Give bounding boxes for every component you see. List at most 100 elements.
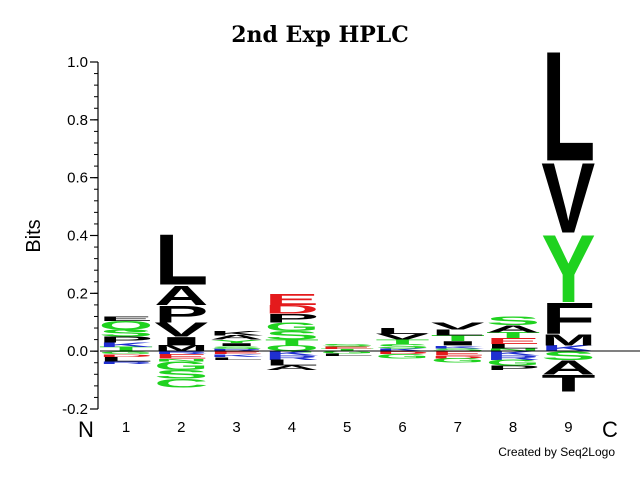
credit-text: Created by Seq2Logo — [498, 445, 615, 459]
logo-letter-k: K — [210, 330, 264, 337]
position-label: 2 — [177, 419, 185, 436]
logo-letter-i: I — [154, 335, 208, 348]
logo-letter-s: S — [209, 345, 263, 349]
position-label: 9 — [564, 419, 572, 436]
logo-letter-l: L — [265, 358, 319, 367]
logo-letter-d: D — [431, 355, 485, 359]
logo-letter-a: A — [486, 324, 540, 335]
logo-letter-t: T — [265, 338, 319, 347]
logo-letter-s: S — [154, 368, 208, 381]
logo-letter-l: L — [431, 328, 485, 337]
logo-letter-g: G — [375, 353, 429, 360]
logo-letter-s: S — [320, 343, 374, 347]
logo-letter-n: N — [154, 358, 208, 362]
y-axis: 1.0 0.8 0.6 0.4 0.2 0.0 -0.2 — [62, 54, 99, 418]
logo-letter-e: E — [209, 350, 263, 354]
logo-letter-r: R — [99, 361, 153, 365]
logo-letter-v: V — [375, 332, 429, 341]
logo-letter-r: R — [210, 348, 264, 352]
logo-letter-k: K — [99, 342, 153, 349]
logo-letter-r: R — [486, 355, 540, 362]
logo-stacks: TKPSQEGDLRMIVPALRENGSCRSIYAKEKLQTSGPDEKR… — [99, 19, 596, 397]
logo-letter-k: K — [431, 345, 485, 349]
logo-letter-n: N — [486, 348, 540, 352]
logo-letter-s: S — [486, 314, 540, 327]
logo-letter-a: A — [265, 365, 319, 372]
logo-letter-l: L — [154, 220, 208, 300]
logo-letter-e: E — [486, 337, 540, 346]
position-label: 5 — [343, 419, 351, 436]
logo-letter-e: E — [431, 350, 485, 357]
logo-letter-k: K — [486, 350, 540, 357]
logo-letter-v: V — [154, 319, 208, 341]
logo-letter-k: K — [375, 348, 429, 352]
logo-letter-c: C — [154, 377, 208, 390]
logo-letter-l: L — [486, 343, 540, 350]
logo-letter-a: A — [210, 334, 264, 341]
position-label: 3 — [232, 419, 240, 436]
position-label: 1 — [122, 419, 130, 436]
y-tick-label: 0.0 — [67, 343, 88, 360]
position-labels: 1 2 3 4 5 6 7 8 9 — [122, 419, 573, 436]
position-label: 8 — [509, 419, 517, 436]
y-tick-label: 0.8 — [67, 112, 88, 129]
logo-letter-e: E — [154, 353, 208, 360]
logo-letter-f: F — [541, 294, 595, 343]
logo-letter-i: I — [431, 340, 485, 347]
logo-letter-d: D — [265, 303, 319, 316]
logo-letter-p: P — [265, 311, 319, 324]
logo-letter-d: D — [99, 353, 153, 357]
logo-letter-p: P — [154, 301, 208, 328]
logo-letter-g: G — [99, 350, 153, 354]
logo-letter-p: P — [99, 335, 153, 344]
logo-letter-k: K — [210, 353, 264, 357]
logo-letter-k: K — [265, 350, 319, 357]
logo-letter-d: D — [375, 351, 429, 355]
logo-letter-t: T — [486, 331, 540, 340]
logo-letter-r: R — [265, 355, 319, 362]
logo-letter-t: T — [541, 370, 595, 397]
logo-letter-t: T — [431, 334, 485, 343]
logo-letter-l: L — [320, 353, 374, 357]
logo-letter-e: E — [320, 346, 374, 350]
logo-letter-r: R — [154, 351, 208, 355]
logo-letter-a: A — [154, 280, 208, 311]
logo-letter-l: L — [541, 19, 595, 194]
logo-letter-y: Y — [541, 214, 595, 322]
position-label: 4 — [288, 419, 296, 436]
logo-letter-t: T — [99, 346, 153, 353]
logo-letter-s: S — [541, 349, 595, 362]
y-tick-label: 0.4 — [67, 228, 88, 245]
logo-letter-e: E — [265, 291, 319, 309]
logo-letter-t: T — [375, 339, 429, 346]
chart-title: 2nd Exp HPLC — [231, 22, 409, 48]
logo-letter-m: M — [154, 344, 208, 353]
y-tick-label: 1.0 — [67, 54, 88, 71]
logo-letter-l: L — [375, 327, 429, 336]
logo-letter-g: G — [154, 359, 208, 372]
logo-letter-e: E — [99, 315, 153, 322]
y-axis-label: Bits — [23, 219, 45, 252]
y-tick-label: 0.6 — [67, 170, 88, 187]
logo-letter-v: V — [541, 142, 595, 254]
position-label: 6 — [398, 419, 406, 436]
logo-letter-l: L — [99, 356, 153, 363]
logo-letter-g: G — [431, 357, 485, 364]
logo-letter-l: L — [210, 356, 264, 360]
logo-letter-s: S — [265, 329, 319, 342]
n-terminus-label: N — [78, 417, 94, 442]
logo-letter-m: M — [541, 331, 595, 349]
logo-letter-g: G — [486, 358, 540, 367]
c-terminus-label: C — [602, 417, 618, 442]
logo-letter-p: P — [486, 365, 540, 372]
logo-letter-i: I — [210, 342, 264, 346]
y-tick-label: -0.2 — [62, 401, 88, 418]
logo-letter-q: Q — [265, 344, 319, 353]
y-tick-label: 0.2 — [67, 285, 88, 302]
logo-letter-s: S — [431, 348, 485, 352]
logo-letter-v: V — [431, 321, 486, 332]
logo-letter-s: S — [99, 328, 153, 339]
logo-letter-y: Y — [210, 339, 264, 344]
logo-letter-g: G — [320, 351, 374, 355]
